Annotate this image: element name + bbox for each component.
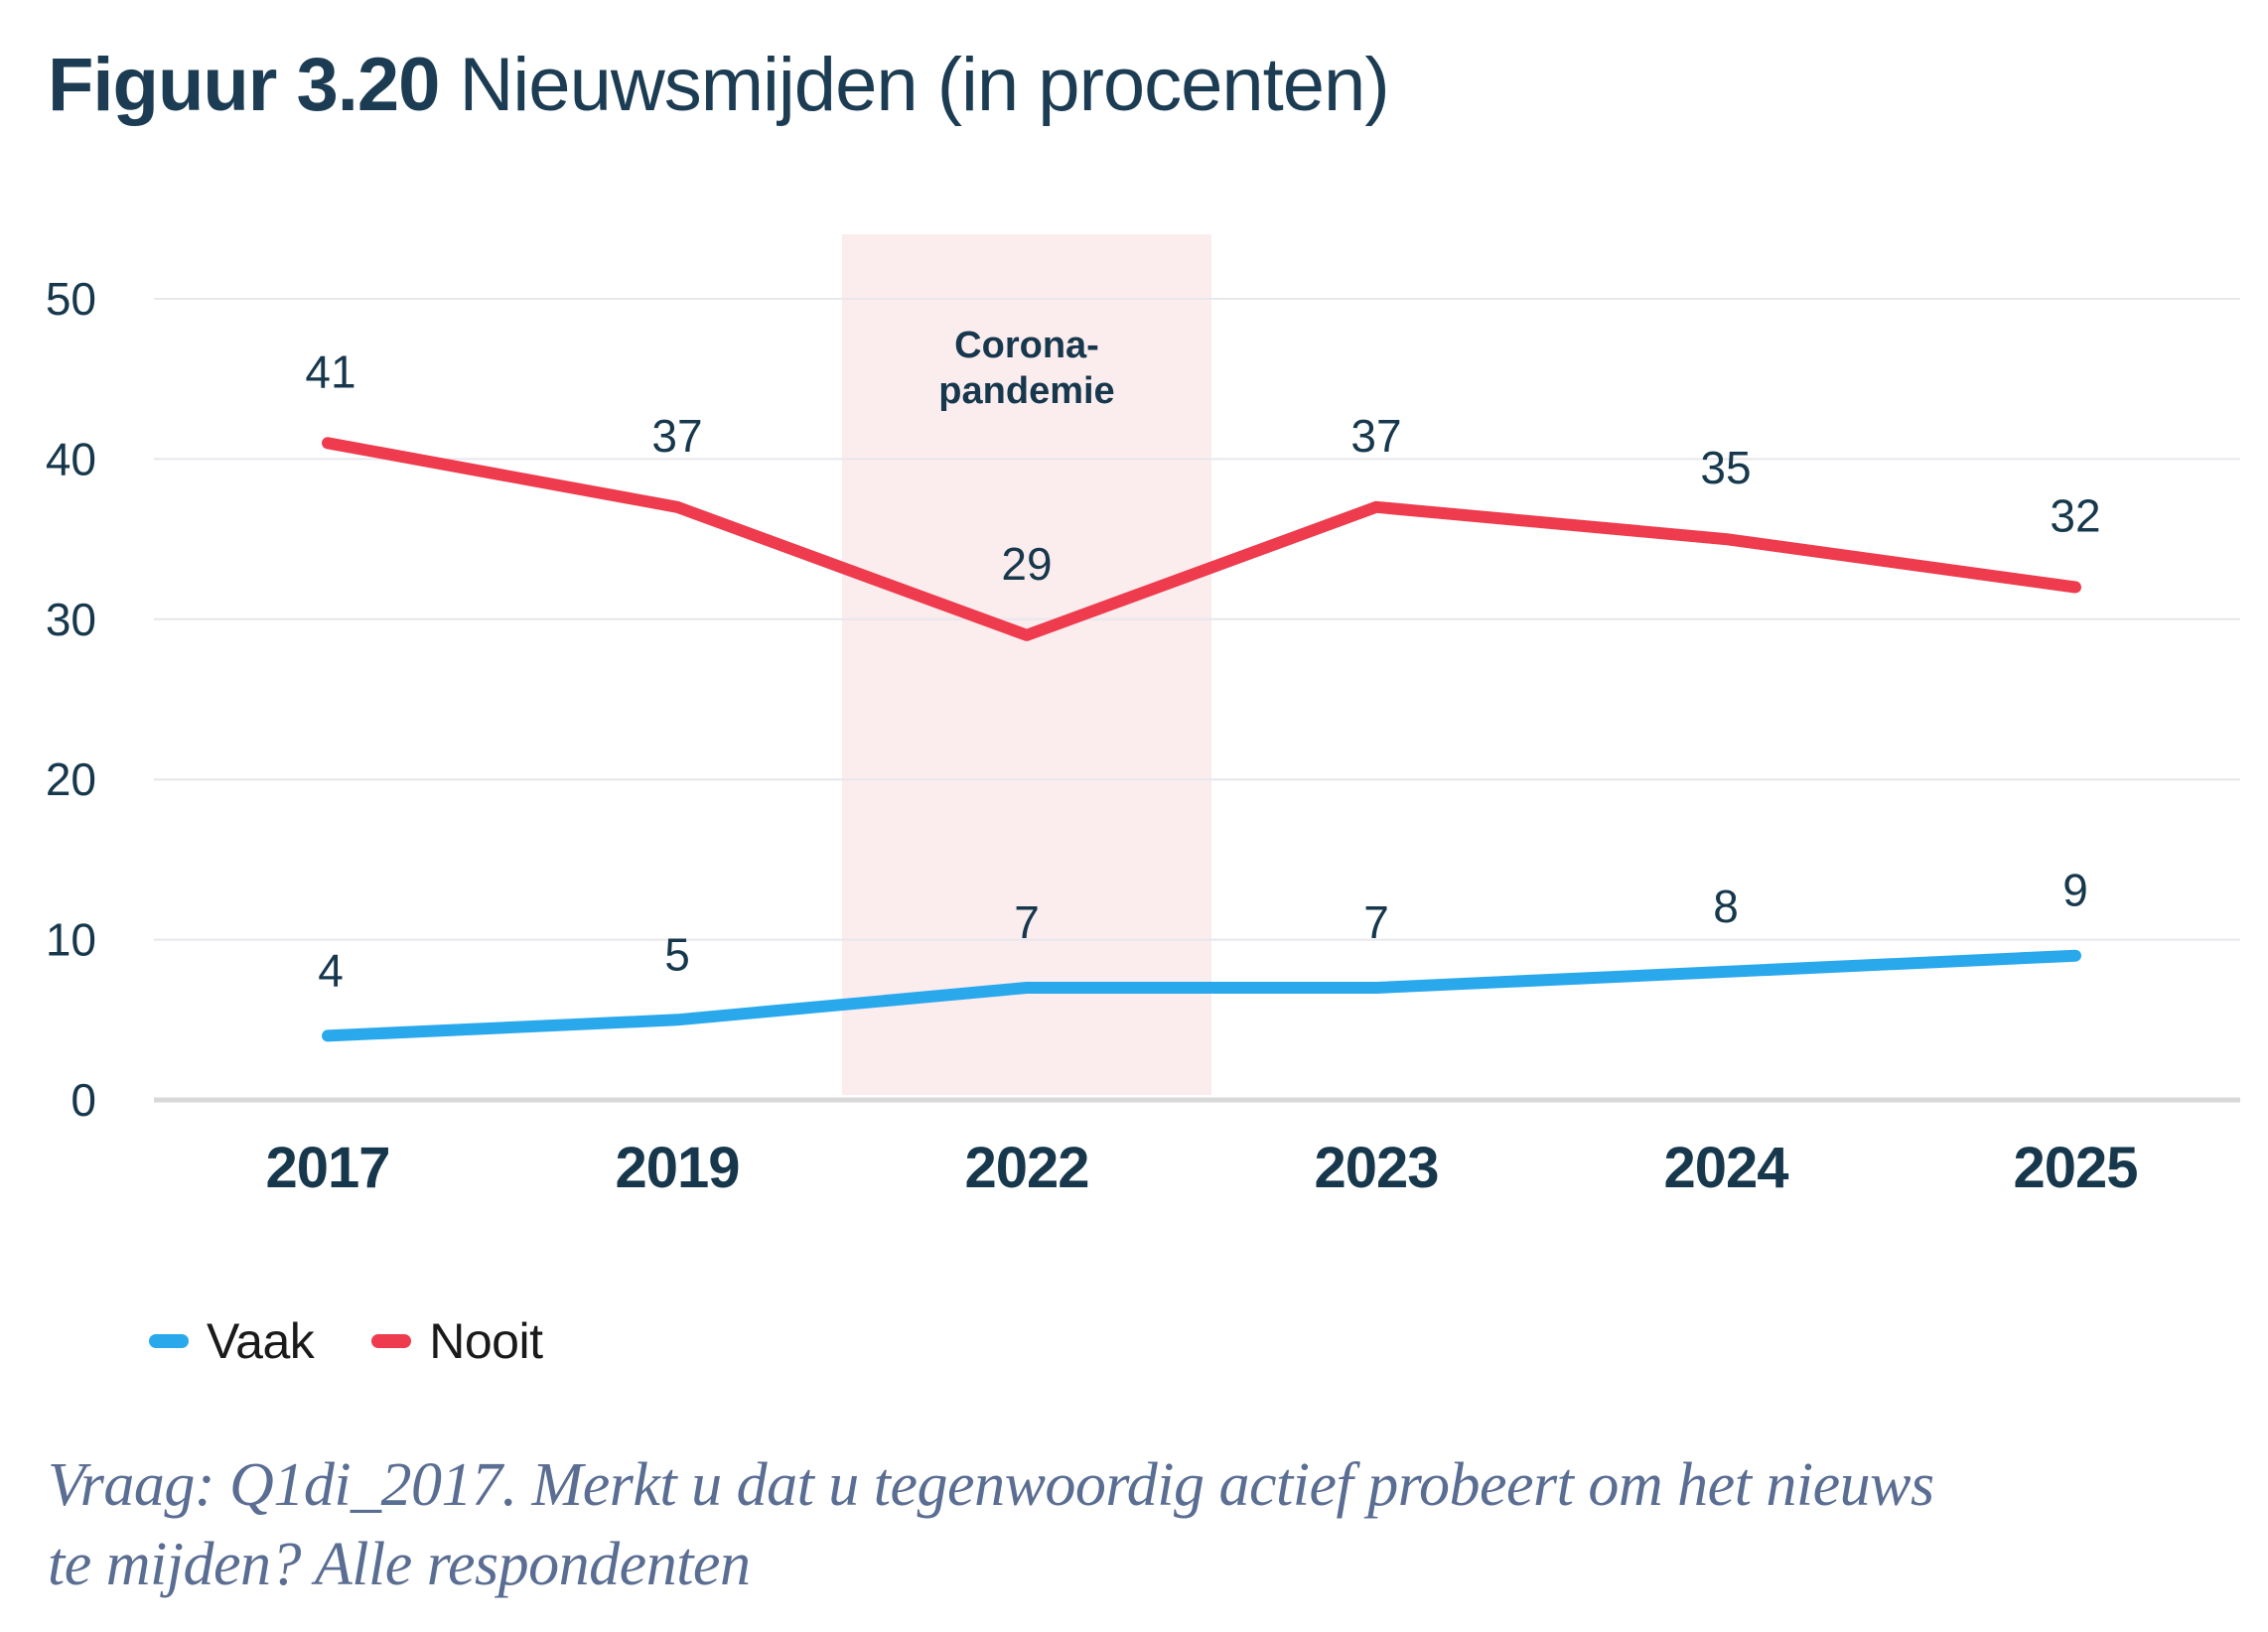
x-axis-label-2024: 2024 <box>1663 1136 1788 1200</box>
data-label-vaak-2022: 7 <box>1014 896 1040 948</box>
data-label-nooit-2022: 29 <box>1001 538 1052 590</box>
data-label-nooit-2024: 35 <box>1700 442 1751 493</box>
figure-title: Figuur 3.20 Nieuwsmijden (in procenten) <box>48 43 1390 127</box>
legend-label-nooit: Nooit <box>429 1313 543 1369</box>
data-label-vaak-2024: 8 <box>1713 881 1739 932</box>
x-axis-label-2019: 2019 <box>615 1136 739 1200</box>
source-question-line1: Vraag: Q1di_2017. Merkt u dat u tegenwoo… <box>48 1451 1934 1519</box>
x-axis-label-2023: 2023 <box>1314 1136 1438 1200</box>
y-tick-label-10: 10 <box>46 914 96 966</box>
series-line-vaak <box>322 949 2081 1042</box>
source-question-line2: te mijden? Alle respondenten <box>48 1531 751 1598</box>
chart-legend: Vaak Nooit <box>149 1312 543 1370</box>
data-label-vaak-2025: 9 <box>2062 865 2088 916</box>
y-tick-label-0: 0 <box>71 1074 96 1126</box>
data-label-nooit-2017: 41 <box>305 345 355 397</box>
figure-title-text: Nieuwsmijden (in procenten) <box>439 43 1390 127</box>
y-tick-label-50: 50 <box>46 273 96 325</box>
corona-highlight-band <box>842 234 1211 1095</box>
x-axis-label-2017: 2017 <box>265 1136 389 1200</box>
data-label-vaak-2017: 4 <box>318 944 344 996</box>
legend-swatch-nooit <box>371 1334 412 1348</box>
corona-label-line1: Corona- <box>954 325 1099 366</box>
data-label-vaak-2023: 7 <box>1363 896 1389 948</box>
y-tick-label-20: 20 <box>46 753 96 805</box>
y-tick-label-30: 30 <box>46 594 96 645</box>
corona-label-line2: pandemie <box>938 370 1114 412</box>
data-label-nooit-2025: 32 <box>2050 490 2100 542</box>
legend-swatch-vaak <box>149 1334 189 1348</box>
data-label-nooit-2023: 37 <box>1350 410 1401 462</box>
legend-item-vaak: Vaak <box>149 1312 315 1370</box>
y-tick-label-40: 40 <box>46 433 96 484</box>
legend-label-vaak: Vaak <box>207 1313 315 1369</box>
legend-item-nooit: Nooit <box>371 1312 543 1370</box>
series-line-nooit <box>322 437 2081 641</box>
data-label-nooit-2019: 37 <box>651 410 702 462</box>
x-axis-label-2025: 2025 <box>2013 1136 2137 1200</box>
figure-title-number: Figuur 3.20 <box>48 43 440 127</box>
source-question-text: Vraag: Q1di_2017. Merkt u dat u tegenwoo… <box>48 1445 1934 1604</box>
data-label-vaak-2019: 5 <box>664 928 690 980</box>
x-axis-label-2022: 2022 <box>964 1136 1088 1200</box>
